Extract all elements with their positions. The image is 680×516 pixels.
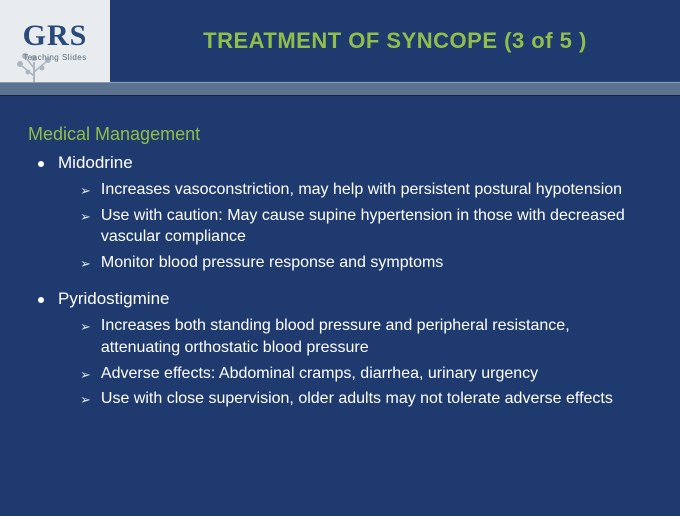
sub-text: Adverse effects: Abdominal cramps, diarr… — [101, 363, 538, 385]
list-item: Pyridostigmine ➢ Increases both standing… — [38, 289, 652, 409]
arrow-bullet-icon: ➢ — [80, 391, 91, 409]
header-divider — [0, 82, 680, 96]
disc-bullet-icon — [38, 297, 44, 303]
arrow-bullet-icon: ➢ — [80, 255, 91, 273]
item-label: Midodrine — [58, 153, 133, 173]
title-box: TREATMENT OF SYNCOPE (3 of 5 ) — [110, 0, 680, 82]
sub-item: ➢ Increases vasoconstriction, may help w… — [80, 179, 652, 201]
item-label: Pyridostigmine — [58, 289, 170, 309]
sub-item: ➢ Use with caution: May cause supine hyp… — [80, 205, 652, 248]
arrow-bullet-icon: ➢ — [80, 318, 91, 336]
sub-item: ➢ Adverse effects: Abdominal cramps, dia… — [80, 363, 652, 385]
logo-main: GRS — [23, 21, 88, 51]
sub-text: Use with close supervision, older adults… — [101, 388, 613, 410]
arrow-bullet-icon: ➢ — [80, 366, 91, 384]
arrow-bullet-icon: ➢ — [80, 182, 91, 200]
sub-text: Increases vasoconstriction, may help wit… — [101, 179, 622, 201]
slide-header: GRS Teaching Slides TREATMENT OF SYNCOPE… — [0, 0, 680, 82]
tree-icon — [6, 48, 62, 82]
sub-text: Monitor blood pressure response and symp… — [101, 252, 443, 274]
bullet-list: Midodrine ➢ Increases vasoconstriction, … — [28, 153, 652, 410]
sub-item: ➢ Increases both standing blood pressure… — [80, 315, 652, 358]
sub-text: Use with caution: May cause supine hyper… — [101, 205, 652, 248]
list-item: Midodrine ➢ Increases vasoconstriction, … — [38, 153, 652, 273]
section-heading: Medical Management — [28, 124, 652, 145]
slide-content: Medical Management Midodrine ➢ Increases… — [0, 96, 680, 516]
disc-bullet-icon — [38, 161, 44, 167]
sub-text: Increases both standing blood pressure a… — [101, 315, 652, 358]
sub-item: ➢ Monitor blood pressure response and sy… — [80, 252, 652, 274]
sub-item: ➢ Use with close supervision, older adul… — [80, 388, 652, 410]
slide-title: TREATMENT OF SYNCOPE (3 of 5 ) — [203, 28, 587, 54]
logo-box: GRS Teaching Slides — [0, 0, 110, 82]
arrow-bullet-icon: ➢ — [80, 208, 91, 226]
